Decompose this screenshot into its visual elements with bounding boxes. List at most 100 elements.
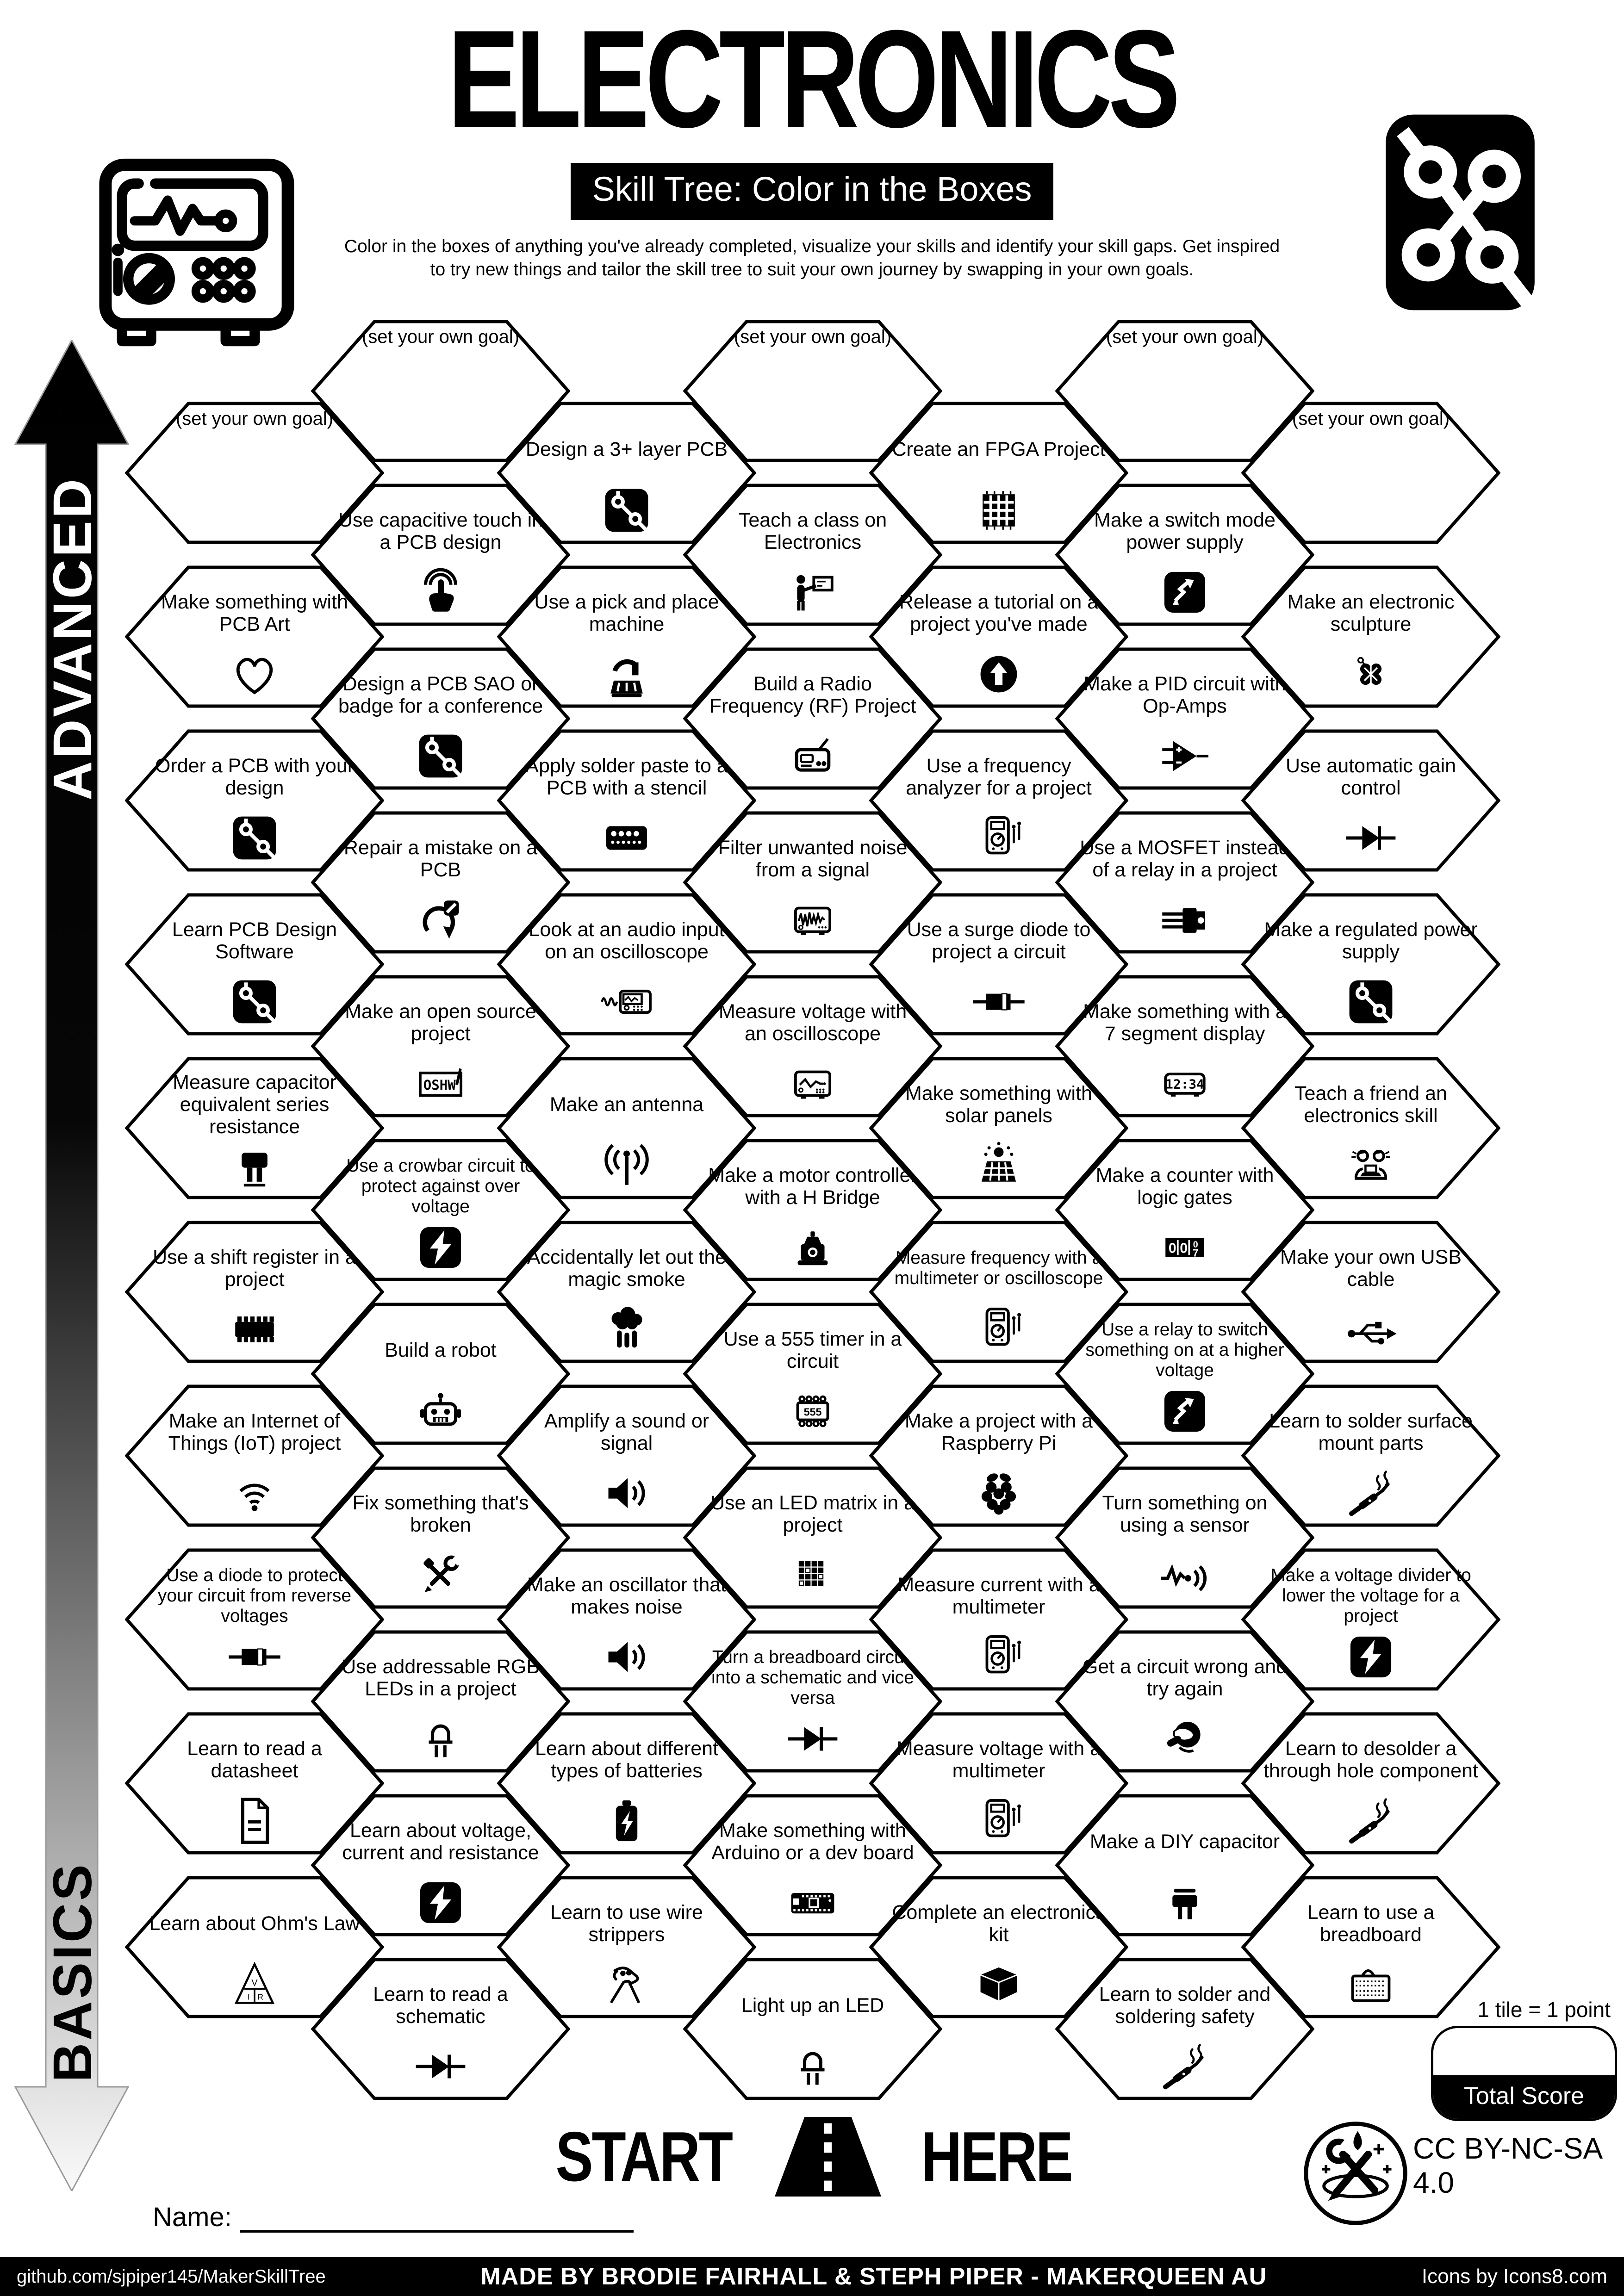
hexagon-shape [869, 1548, 1128, 1691]
hex-tile-goal[interactable]: (set your own goal) [125, 401, 384, 545]
hex-tile[interactable]: Light up an LED [683, 1957, 942, 2101]
footer-repo-link[interactable]: github.com/sjpiper145/MakerSkillTree [17, 2266, 326, 2287]
hex-tile[interactable]: Look at an audio input on an oscilloscop… [497, 893, 756, 1036]
hex-tile[interactable]: Make a motor controller with a H Bridge [683, 1138, 942, 1282]
hex-tile[interactable]: Make an oscillator that makes noise [497, 1548, 756, 1691]
speaker-icon [600, 1630, 653, 1684]
hex-tile[interactable]: Make an open source project [311, 974, 570, 1118]
hex-tile-label: Learn about voltage, current and resista… [342, 1819, 539, 1864]
hex-tile[interactable]: Complete an electronics kit [869, 1875, 1128, 2019]
hex-tile-goal[interactable]: (set your own goal) [683, 319, 942, 463]
hex-tile[interactable]: Make something with Arduino or a dev boa… [683, 1793, 942, 1937]
hex-tile[interactable]: Make your own USB cable [1241, 1220, 1500, 1364]
hex-tile[interactable]: Learn to solder and soldering safety [1055, 1957, 1314, 2101]
maker-badge-icon [1304, 2122, 1407, 2225]
hex-tile[interactable]: Make an antenna [497, 1056, 756, 1200]
hex-tile[interactable]: Make something with a 7 segment display [1055, 974, 1314, 1118]
hex-tile[interactable]: Use a pick and place machine [497, 565, 756, 708]
ohms-law-triangle-icon [228, 1958, 281, 2011]
hex-tile-goal[interactable]: (set your own goal) [1055, 319, 1314, 463]
hex-tile[interactable]: Learn about Ohm's Law [125, 1875, 384, 2019]
hex-tile[interactable]: Build a Radio Frequency (RF) Project [683, 647, 942, 790]
hex-tile[interactable]: Measure frequency with a multimeter or o… [869, 1220, 1128, 1364]
hex-tile[interactable]: Make a switch mode power supply [1055, 483, 1314, 627]
hex-tile[interactable]: Design a 3+ layer PCB [497, 401, 756, 545]
hex-tile[interactable]: Use a surge diode to project a circuit [869, 893, 1128, 1036]
total-score-field[interactable] [1433, 2028, 1615, 2075]
hex-tile[interactable]: Use a crowbar circuit to protect against… [311, 1138, 570, 1282]
hex-tile[interactable]: Learn about different types of batteries [497, 1712, 756, 1855]
hex-tile[interactable]: Teach a class on Electronics [683, 483, 942, 627]
hex-tile[interactable]: Build a robot [311, 1302, 570, 1446]
hex-tile[interactable]: Make a regulated power supply [1241, 893, 1500, 1036]
hex-tile[interactable]: Use a shift register in a project [125, 1220, 384, 1364]
hex-tile[interactable]: Accidentally let out the magic smoke [497, 1220, 756, 1364]
oshw-icon [414, 1057, 467, 1111]
hex-tile[interactable]: Apply solder paste to a PCB with a stenc… [497, 729, 756, 872]
hex-tile[interactable]: Make a project with a Raspberry Pi [869, 1384, 1128, 1527]
hex-tile[interactable]: Make something with solar panels [869, 1056, 1128, 1200]
hex-tile[interactable]: Learn PCB Design Software [125, 893, 384, 1036]
hex-tile[interactable]: Make a counter with logic gates [1055, 1138, 1314, 1282]
breadboard-icon [1344, 1958, 1398, 2011]
hex-tile[interactable]: Use a frequency analyzer for a project [869, 729, 1128, 872]
hex-tile[interactable]: Learn to solder surface mount parts [1241, 1384, 1500, 1527]
hex-tile[interactable]: Amplify a sound or signal [497, 1384, 756, 1527]
hexagon-shape [1055, 1958, 1314, 2100]
hex-tile[interactable]: Learn to use a breadboard [1241, 1875, 1500, 2019]
hexagon-shape [869, 893, 1128, 1036]
hexagon-shape [125, 1876, 384, 2018]
hex-tile-label: (set your own goal) [175, 409, 334, 429]
hex-tile-goal[interactable]: (set your own goal) [1241, 401, 1500, 545]
hex-tile[interactable]: Make something with PCB Art [125, 565, 384, 708]
hex-tile[interactable]: Use addressable RGB LEDs in a project [311, 1630, 570, 1773]
hex-tile[interactable]: Release a tutorial on a project you've m… [869, 565, 1128, 708]
hex-tile[interactable]: Order a PCB with your design [125, 729, 384, 872]
hex-tile[interactable]: Filter unwanted noise from a signal [683, 811, 942, 954]
hex-tile[interactable]: Make an electronic sculpture [1241, 565, 1500, 708]
hexagon-shape [1241, 1057, 1500, 1199]
hexagon-shape [497, 1057, 756, 1199]
hex-tile[interactable]: Use capacitive touch in a PCB design [311, 483, 570, 627]
difficulty-axis-arrow: ADVANCED BASICS [14, 340, 130, 2191]
hex-tile[interactable]: Get a circuit wrong and try again [1055, 1630, 1314, 1773]
hex-tile[interactable]: Measure current with a multimeter [869, 1548, 1128, 1691]
hex-tile[interactable]: Use a relay to switch something on at a … [1055, 1302, 1314, 1446]
total-score-box[interactable]: Total Score [1431, 2026, 1617, 2121]
circuit-board-icon [228, 975, 281, 1029]
hex-tile-label: Complete an electronics kit [892, 1901, 1106, 1946]
hex-tile[interactable]: Make an Internet of Things (IoT) project [125, 1384, 384, 1527]
hex-tile[interactable]: Use a 555 timer in a circuit [683, 1302, 942, 1446]
upload-icon [972, 647, 1026, 701]
hex-tile[interactable]: Learn to read a schematic [311, 1957, 570, 2101]
hex-tile[interactable]: Fix something that's broken [311, 1466, 570, 1609]
hex-tile[interactable]: Repair a mistake on a PCB [311, 811, 570, 954]
hex-tile[interactable]: Learn to read a datasheet [125, 1712, 384, 1855]
hex-tile[interactable]: Design a PCB SAO or badge for a conferen… [311, 647, 570, 790]
hex-tile[interactable]: Learn to desolder a through hole compone… [1241, 1712, 1500, 1855]
hex-tile[interactable]: Measure voltage with a multimeter [869, 1712, 1128, 1855]
hex-tile[interactable]: Learn about voltage, current and resista… [311, 1793, 570, 1937]
hex-tile[interactable]: Make a voltage divider to lower the volt… [1241, 1548, 1500, 1691]
hex-tile[interactable]: Use automatic gain control [1241, 729, 1500, 872]
hex-tile-label: Make an oscillator that makes noise [527, 1573, 727, 1618]
hex-tile[interactable]: Teach a friend an electronics skill [1241, 1056, 1500, 1200]
hex-tile[interactable]: Turn a breadboard circuit into a schemat… [683, 1630, 942, 1773]
hexagon-shape [869, 402, 1128, 544]
hex-tile[interactable]: Make a PID circuit with Op-Amps [1055, 647, 1314, 790]
hex-tile[interactable]: Learn to use wire strippers [497, 1875, 756, 2019]
hex-tile[interactable]: Make a DIY capacitor [1055, 1793, 1314, 1937]
hex-tile[interactable]: Use a diode to protect your circuit from… [125, 1548, 384, 1691]
hex-tile[interactable]: Use a MOSFET instead of a relay in a pro… [1055, 811, 1314, 954]
name-input-line[interactable] [240, 2203, 634, 2233]
hex-tile[interactable]: Use an LED matrix in a project [683, 1466, 942, 1609]
diode-icon [972, 975, 1026, 1029]
here-label: HERE [921, 2117, 1073, 2196]
hex-tile-goal[interactable]: (set your own goal) [311, 319, 570, 463]
hex-tile-label: (set your own goal) [361, 327, 520, 347]
hex-tile[interactable]: Create an FPGA Project [869, 401, 1128, 545]
hex-tile[interactable]: Measure voltage with an oscilloscope [683, 974, 942, 1118]
diode-symbol-icon [786, 1712, 840, 1766]
hex-tile[interactable]: Turn something on using a sensor [1055, 1466, 1314, 1609]
hex-tile[interactable]: Measure capacitor equivalent series resi… [125, 1056, 384, 1200]
